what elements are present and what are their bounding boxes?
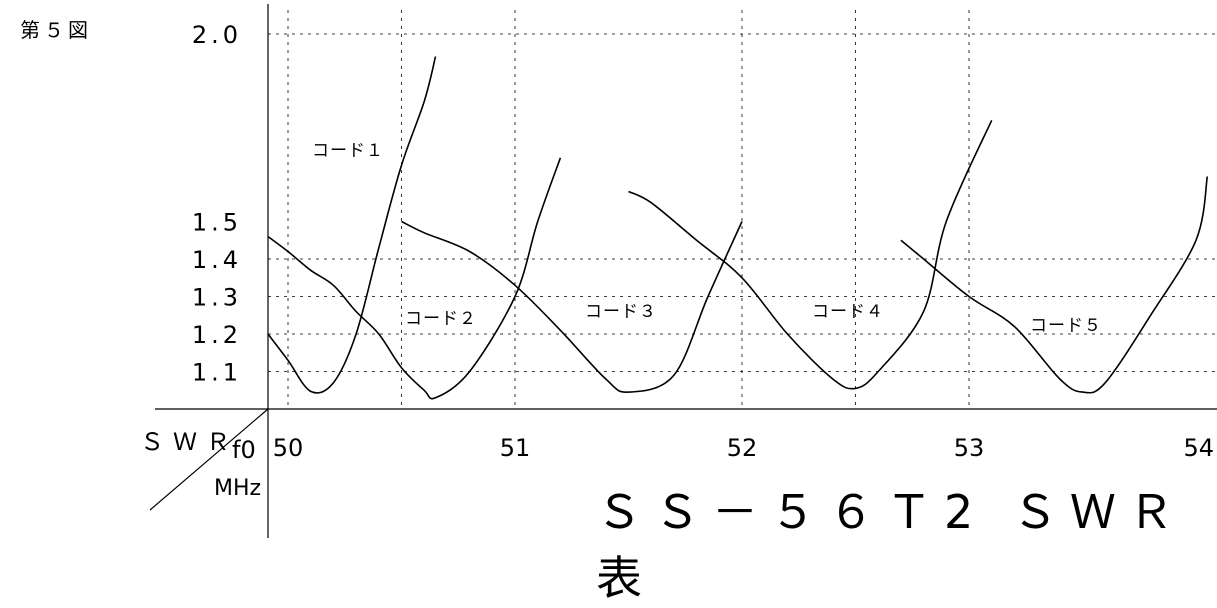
- y-tick-label: 2.0: [192, 21, 242, 49]
- series-label-3: コード３: [585, 302, 657, 322]
- series-label-1: コード１: [312, 141, 384, 161]
- x-tick-label: 50: [273, 434, 304, 462]
- series-line-4: [628, 119, 993, 390]
- figure-label: 第５図: [20, 18, 92, 42]
- series-label-4: コード４: [812, 302, 884, 322]
- curve-labels: コード１ コード２ コード３ コード４ コード５: [312, 141, 1102, 336]
- series-line-1: [267, 56, 437, 394]
- f0-axis-label: f0: [232, 436, 256, 464]
- grid-lines: [268, 10, 1217, 409]
- y-tick-label: 1.5: [192, 209, 242, 237]
- series-curves: [267, 56, 1209, 400]
- series-label-5: コード５: [1030, 316, 1102, 336]
- y-tick-label: 1.4: [192, 246, 242, 274]
- series-line-3: [401, 220, 743, 393]
- y-tick-label: 1.2: [192, 321, 242, 349]
- series-label-2: コード２: [405, 309, 477, 329]
- x-tick-label: 51: [500, 434, 531, 462]
- unit-label: MHz: [214, 476, 262, 501]
- tick-labels: 1.1 1.2 1.3 1.4 1.5 2.0 50 51 52 53 54: [192, 21, 1214, 462]
- x-tick-label: 54: [1183, 434, 1214, 462]
- chart-axes: [149, 4, 1217, 538]
- series-line-2: [267, 157, 562, 400]
- x-tick-label: 53: [954, 434, 985, 462]
- swr-axis-label: ＳＷＲ: [140, 428, 239, 456]
- y-tick-label: 1.3: [192, 284, 242, 312]
- x-tick-label: 52: [727, 434, 758, 462]
- chart-title: ＳＳ－５６Ｔ2 ＳＷＲ表: [596, 485, 1186, 605]
- y-tick-label: 1.1: [192, 359, 242, 387]
- series-line-5: [900, 176, 1209, 394]
- corner-diagonal: [149, 408, 269, 511]
